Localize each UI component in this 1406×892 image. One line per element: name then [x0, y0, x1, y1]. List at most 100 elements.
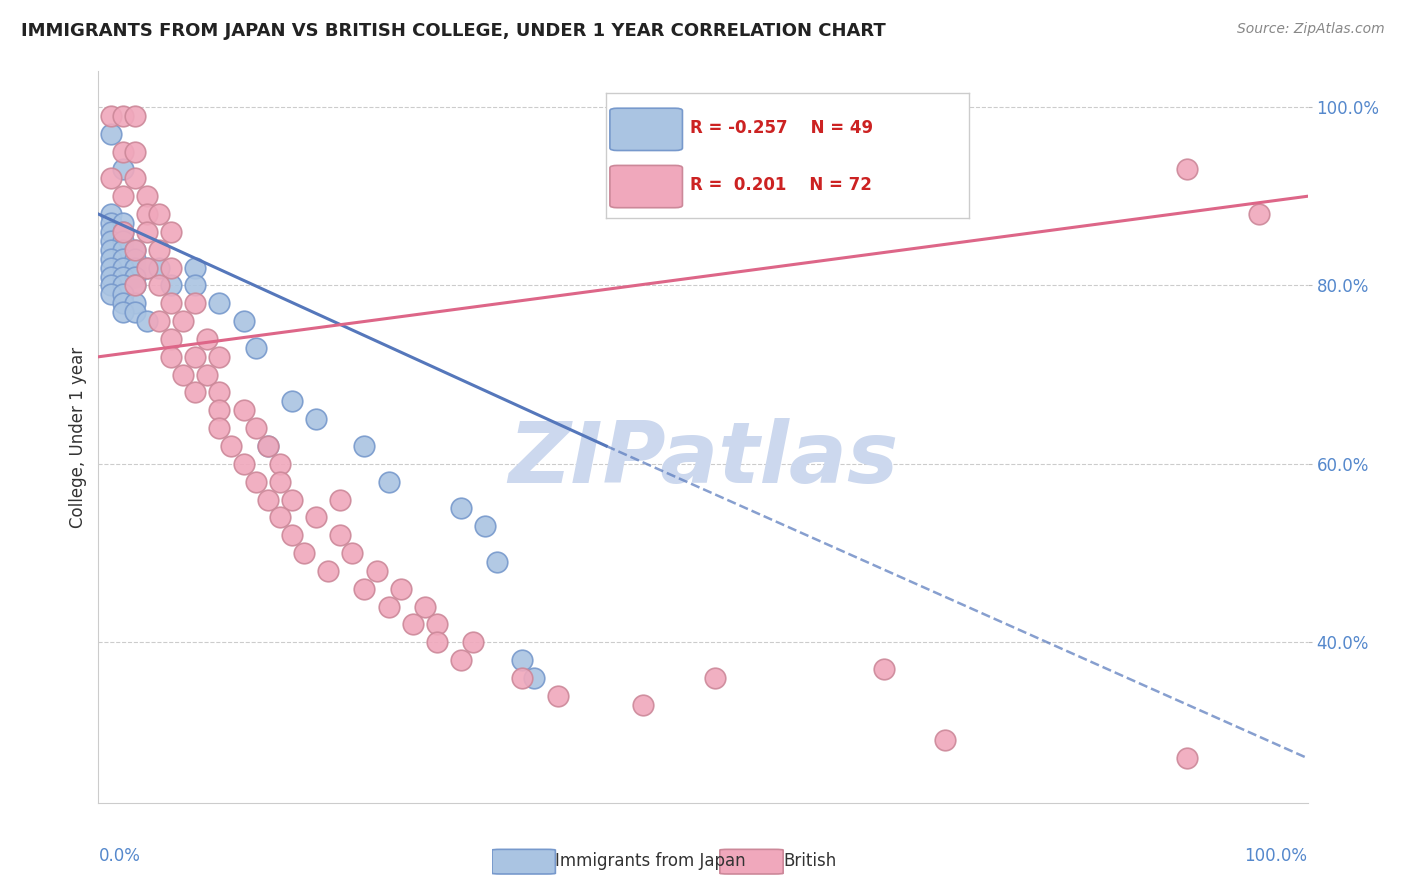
- Point: [426, 635, 449, 649]
- Point: [124, 269, 146, 284]
- Point: [172, 368, 194, 382]
- Point: [124, 171, 146, 186]
- Point: [342, 546, 364, 560]
- Point: [377, 475, 399, 489]
- Point: [305, 412, 328, 426]
- Point: [124, 305, 146, 319]
- Point: [111, 145, 134, 159]
- Point: [172, 314, 194, 328]
- Point: [111, 189, 134, 203]
- Point: [1175, 751, 1198, 765]
- Point: [100, 225, 122, 239]
- Point: [184, 278, 207, 293]
- Point: [523, 671, 546, 685]
- Point: [256, 492, 278, 507]
- Point: [111, 278, 134, 293]
- Point: [184, 260, 207, 275]
- Point: [135, 207, 157, 221]
- Point: [124, 243, 146, 257]
- Point: [281, 492, 304, 507]
- Point: [124, 260, 146, 275]
- Point: [245, 341, 267, 355]
- Point: [329, 492, 352, 507]
- Point: [124, 109, 146, 123]
- Point: [148, 207, 170, 221]
- Point: [1175, 162, 1198, 177]
- Point: [135, 260, 157, 275]
- Text: 0.0%: 0.0%: [98, 847, 141, 864]
- Point: [160, 332, 183, 346]
- Point: [100, 127, 122, 141]
- Point: [245, 421, 267, 435]
- Point: [631, 698, 654, 712]
- Text: ZIPatlas: ZIPatlas: [508, 417, 898, 500]
- Point: [934, 733, 956, 747]
- Point: [221, 439, 243, 453]
- Point: [148, 260, 170, 275]
- Point: [100, 252, 122, 266]
- Point: [100, 269, 122, 284]
- Point: [1249, 207, 1271, 221]
- Point: [510, 653, 533, 667]
- FancyBboxPatch shape: [492, 849, 555, 874]
- Point: [184, 350, 207, 364]
- Point: [111, 296, 134, 310]
- Point: [232, 403, 254, 417]
- Point: [547, 689, 569, 703]
- Text: 100.0%: 100.0%: [1244, 847, 1308, 864]
- Point: [111, 269, 134, 284]
- Point: [232, 457, 254, 471]
- Point: [184, 296, 207, 310]
- Point: [111, 225, 134, 239]
- Point: [135, 314, 157, 328]
- Point: [366, 564, 388, 578]
- Point: [195, 332, 218, 346]
- Point: [305, 510, 328, 524]
- Point: [208, 403, 231, 417]
- Point: [100, 243, 122, 257]
- Point: [135, 225, 157, 239]
- Point: [124, 278, 146, 293]
- Point: [124, 296, 146, 310]
- Point: [208, 421, 231, 435]
- Point: [281, 394, 304, 409]
- Point: [269, 510, 291, 524]
- Point: [100, 171, 122, 186]
- Y-axis label: College, Under 1 year: College, Under 1 year: [69, 346, 87, 528]
- Point: [160, 225, 183, 239]
- Text: Immigrants from Japan: Immigrants from Japan: [555, 852, 747, 870]
- Point: [160, 350, 183, 364]
- Point: [100, 234, 122, 248]
- Point: [124, 252, 146, 266]
- Point: [148, 278, 170, 293]
- Point: [353, 582, 375, 596]
- Point: [402, 617, 425, 632]
- Point: [450, 653, 472, 667]
- Point: [184, 385, 207, 400]
- Point: [873, 662, 896, 676]
- Point: [135, 260, 157, 275]
- Point: [111, 243, 134, 257]
- Point: [510, 671, 533, 685]
- Point: [208, 350, 231, 364]
- Point: [269, 475, 291, 489]
- Point: [329, 528, 352, 542]
- Point: [111, 162, 134, 177]
- Point: [208, 296, 231, 310]
- Point: [256, 439, 278, 453]
- Point: [148, 314, 170, 328]
- Text: IMMIGRANTS FROM JAPAN VS BRITISH COLLEGE, UNDER 1 YEAR CORRELATION CHART: IMMIGRANTS FROM JAPAN VS BRITISH COLLEGE…: [21, 22, 886, 40]
- Point: [111, 252, 134, 266]
- Point: [389, 582, 412, 596]
- Point: [135, 189, 157, 203]
- Point: [377, 599, 399, 614]
- FancyBboxPatch shape: [720, 849, 783, 874]
- Point: [100, 216, 122, 230]
- Point: [100, 287, 122, 301]
- Point: [353, 439, 375, 453]
- Point: [281, 528, 304, 542]
- Point: [450, 501, 472, 516]
- Point: [413, 599, 436, 614]
- Point: [208, 385, 231, 400]
- Point: [463, 635, 485, 649]
